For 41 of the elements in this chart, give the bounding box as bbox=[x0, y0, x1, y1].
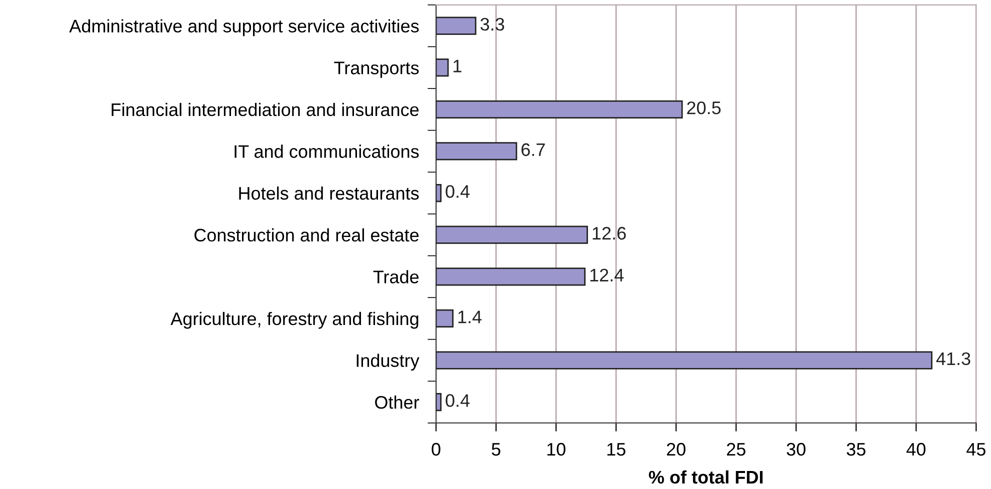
y-tick-label: Hotels and restaurants bbox=[239, 186, 419, 200]
y-tick-label: Other bbox=[375, 396, 420, 409]
y-tick-label: Industry bbox=[356, 354, 420, 371]
x-tick-label: 20 bbox=[666, 442, 686, 456]
bar bbox=[436, 184, 442, 202]
y-tick-label: Trade bbox=[373, 270, 419, 284]
x-tick-label: 35 bbox=[846, 442, 866, 456]
x-tick-label: 40 bbox=[906, 442, 926, 456]
y-tick-label: Agriculture, forestry and fishing bbox=[170, 312, 418, 329]
y-tick-label: Construction and real estate bbox=[194, 228, 419, 242]
bar bbox=[436, 16, 476, 35]
x-tick-label: 15 bbox=[607, 443, 626, 456]
y-tick-label: Transports bbox=[334, 62, 419, 78]
x-tick-label: 0 bbox=[432, 442, 440, 456]
x-tick-label: 5 bbox=[492, 443, 500, 456]
x-axis-title: % of total FDI bbox=[648, 470, 763, 484]
y-tick-label: Financial intermediation and insurance bbox=[112, 102, 419, 116]
bar bbox=[436, 142, 518, 160]
data-label: 6.7 bbox=[522, 143, 545, 156]
data-label: 3.3 bbox=[480, 18, 504, 31]
data-label: 12.6 bbox=[592, 226, 626, 240]
data-label: 41.3 bbox=[936, 352, 970, 366]
data-label: 0.4 bbox=[446, 394, 470, 407]
data-label: 0.4 bbox=[446, 185, 470, 198]
data-label: 12.4 bbox=[590, 268, 624, 282]
bar bbox=[436, 100, 683, 118]
bar bbox=[436, 309, 454, 328]
y-tick-label: Administrative and support service activities bbox=[69, 19, 419, 36]
x-tick-label: 45 bbox=[966, 443, 986, 456]
bar bbox=[436, 351, 932, 370]
data-label: 20.5 bbox=[687, 101, 721, 114]
data-label: 1 bbox=[454, 60, 462, 72]
x-tick-label: 25 bbox=[726, 442, 746, 456]
bar bbox=[436, 58, 449, 77]
data-label: 1.4 bbox=[458, 310, 482, 324]
bar bbox=[436, 268, 586, 286]
bar bbox=[436, 226, 588, 244]
bar bbox=[436, 393, 442, 412]
x-tick-label: 30 bbox=[786, 442, 806, 456]
y-tick-label: IT and communications bbox=[234, 144, 419, 158]
x-tick-label: 10 bbox=[547, 442, 566, 456]
